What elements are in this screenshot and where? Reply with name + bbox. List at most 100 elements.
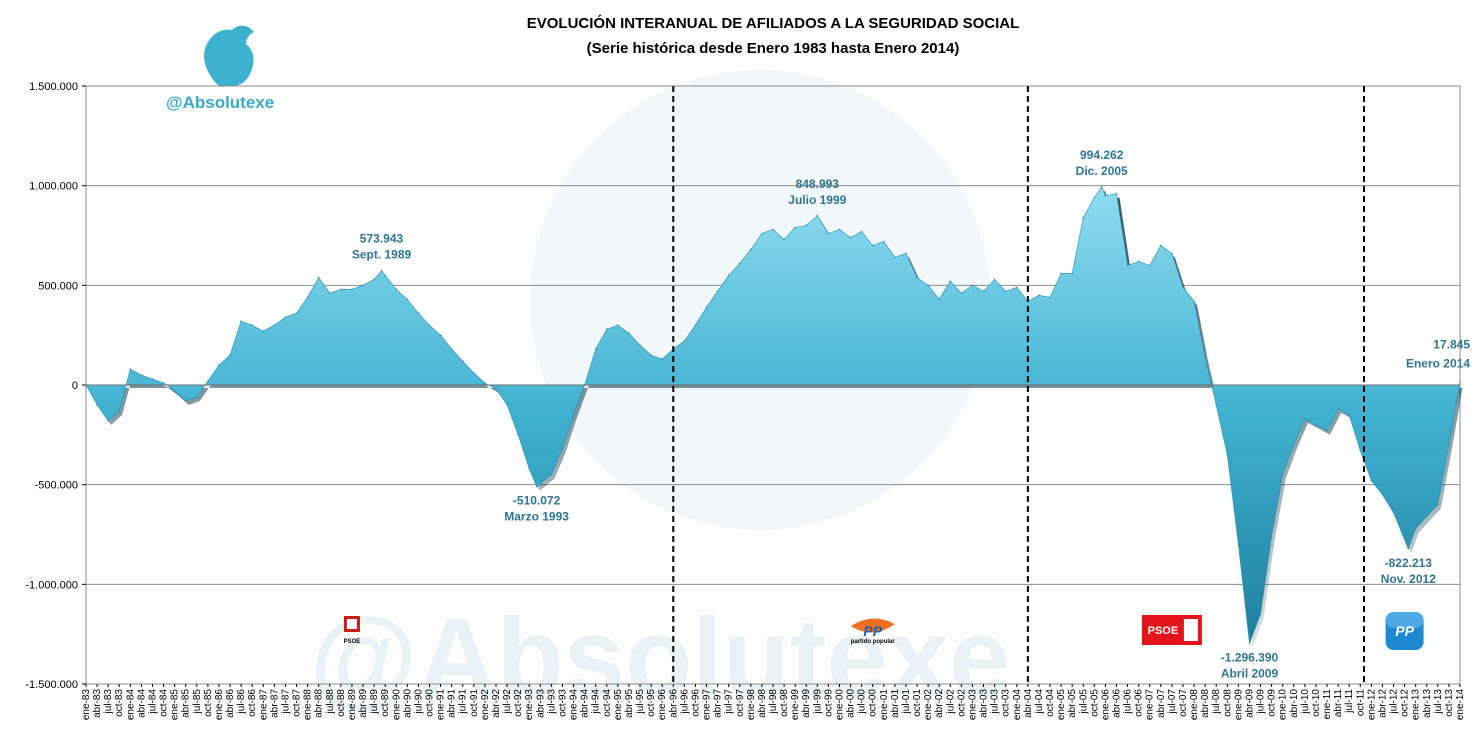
x-tick-label: oct-03 <box>1001 689 1012 717</box>
x-tick-label: abr-10 <box>1289 689 1300 718</box>
x-tick-label: jul-97 <box>724 689 735 715</box>
x-tick-label: ene-08 <box>1189 689 1200 721</box>
x-tick-label: abr-01 <box>890 689 901 718</box>
data-point <box>1359 450 1362 452</box>
x-tick-label: ene-93 <box>524 689 535 721</box>
data-point <box>1104 194 1107 197</box>
data-point <box>1160 244 1162 247</box>
x-tick-label: jul-05 <box>1078 689 1089 715</box>
x-tick-label: oct-11 <box>1355 689 1366 716</box>
annotation-date: Dic. 2005 <box>1076 164 1128 178</box>
annotation-date: Abril 2009 <box>1221 666 1279 680</box>
x-tick-label: ene-90 <box>391 689 402 721</box>
data-point <box>484 382 486 384</box>
party-logo-pp: PP <box>1385 612 1424 650</box>
data-point <box>380 269 383 272</box>
x-tick-label: jul-86 <box>236 689 247 715</box>
x-tick-label: ene-92 <box>480 689 491 721</box>
data-point <box>450 348 453 350</box>
data-point <box>827 232 830 235</box>
x-tick-label: jul-10 <box>1300 689 1311 715</box>
data-point <box>517 434 519 436</box>
x-tick-label: oct-12 <box>1400 689 1411 717</box>
x-tick-label: oct-92 <box>513 689 524 717</box>
data-point <box>971 284 974 287</box>
data-point <box>993 278 996 281</box>
y-tick-label: -500.000 <box>35 480 78 492</box>
data-point <box>251 324 253 327</box>
data-point <box>184 400 187 402</box>
data-point <box>439 334 442 337</box>
data-point <box>805 224 807 227</box>
x-tick-label: abr-89 <box>358 689 369 718</box>
data-point <box>240 320 242 323</box>
x-tick-label: jul-84 <box>148 689 159 715</box>
data-point <box>772 228 774 231</box>
party-label: PSOE <box>1148 625 1179 637</box>
data-point <box>395 288 398 291</box>
data-point <box>727 274 730 277</box>
data-point <box>1414 527 1417 530</box>
annotation-value: 573.943 <box>360 232 404 246</box>
data-point <box>739 262 741 265</box>
data-point <box>535 485 538 488</box>
x-tick-label: abr-02 <box>934 689 945 718</box>
data-point <box>295 312 298 315</box>
data-point <box>705 306 708 309</box>
party-sublabel: partido popular <box>851 639 896 645</box>
data-point <box>1304 418 1306 420</box>
x-tick-label: abr-07 <box>1156 689 1167 718</box>
x-tick-label: oct-91 <box>469 689 480 717</box>
data-point <box>229 354 231 356</box>
data-point <box>849 236 852 239</box>
x-tick-label: ene-99 <box>790 689 801 721</box>
data-point <box>461 360 464 362</box>
data-point <box>949 280 952 283</box>
data-point <box>1315 424 1317 426</box>
x-tick-label: jul-88 <box>325 689 336 715</box>
data-point <box>1226 454 1229 456</box>
data-point <box>1071 272 1073 275</box>
data-point <box>329 292 331 295</box>
x-tick-label: oct-13 <box>1444 689 1455 717</box>
data-point <box>661 358 663 360</box>
data-point <box>428 324 431 327</box>
data-point <box>628 332 630 335</box>
x-tick-label: ene-05 <box>1056 689 1067 721</box>
data-point <box>1193 300 1195 303</box>
data-point <box>1293 444 1295 446</box>
data-point <box>473 372 475 374</box>
x-tick-label: abr-85 <box>181 689 192 718</box>
x-tick-label: abr-94 <box>580 689 591 718</box>
x-tick-label: ene-85 <box>170 689 181 721</box>
annotation-value: 848.993 <box>796 177 840 191</box>
x-tick-label: jul-00 <box>857 689 868 715</box>
data-point <box>1171 252 1173 255</box>
data-point <box>1182 286 1184 289</box>
annotation-value: -1.296.390 <box>1221 650 1279 664</box>
party-label: PP <box>1395 623 1414 639</box>
data-point <box>960 292 963 295</box>
x-tick-label: abr-09 <box>1245 689 1256 718</box>
annotation-date: Sept. 1989 <box>352 248 412 262</box>
annotation-value: 17.845 <box>1433 337 1470 351</box>
x-tick-label: jul-13 <box>1433 689 1444 715</box>
data-point <box>1204 356 1206 358</box>
data-point <box>140 374 143 376</box>
data-point <box>1326 430 1328 432</box>
x-tick-label: abr-99 <box>801 689 812 718</box>
annotations: 573.943 Sept. 1989 -510.072 Marzo 1993 848.9… <box>352 148 1471 681</box>
x-tick-label: jul-92 <box>502 689 513 715</box>
data-point <box>1370 479 1373 482</box>
x-tick-label: abr-05 <box>1067 689 1078 718</box>
y-axis: 1.500.000 1.000.000 500.000 0 -500.000 -1.000… <box>25 81 86 691</box>
data-point <box>905 252 907 255</box>
x-tick-label: ene-00 <box>835 689 846 721</box>
x-tick-label: jul-89 <box>369 689 380 715</box>
x-tick-label: ene-07 <box>1145 689 1156 721</box>
x-tick-label: oct-97 <box>735 689 746 717</box>
data-point <box>218 364 220 366</box>
data-point <box>306 296 309 299</box>
x-tick-label: oct-01 <box>912 689 923 717</box>
x-tick-label: oct-85 <box>203 689 214 717</box>
